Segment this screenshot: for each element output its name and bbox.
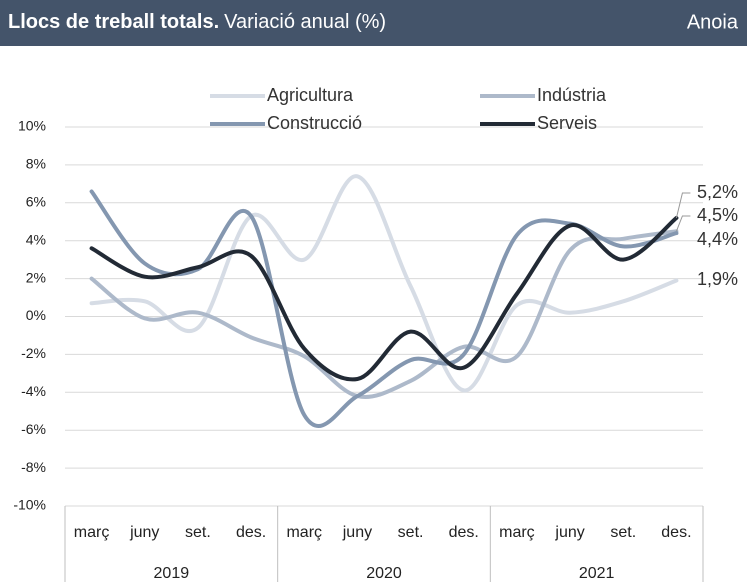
legend-label: Serveis xyxy=(537,113,597,133)
x-tick-label: des. xyxy=(236,524,266,541)
y-tick-label: 8% xyxy=(26,156,46,172)
x-tick-label: juny xyxy=(129,524,159,541)
label-leader xyxy=(675,215,691,232)
y-tick-label: 10% xyxy=(18,118,46,134)
legend-label: Indústria xyxy=(537,85,607,105)
year-label: 2021 xyxy=(579,565,615,582)
x-tick-label: des. xyxy=(661,524,691,541)
x-tick-label: juny xyxy=(342,524,372,541)
year-label: 2019 xyxy=(154,565,190,582)
chart-subtitle: Variació anual (%) xyxy=(224,11,386,33)
y-tick-label: -8% xyxy=(21,459,46,475)
x-tick-label: març xyxy=(74,524,110,541)
y-tick-label: 6% xyxy=(26,194,46,210)
x-tick-label: des. xyxy=(449,524,479,541)
year-label: 2020 xyxy=(366,565,402,582)
x-tick-label: set. xyxy=(185,524,211,541)
y-tick-label: -10% xyxy=(13,497,46,513)
x-tick-label: març xyxy=(286,524,322,541)
series-line xyxy=(89,215,679,382)
data-label: 4,4% xyxy=(697,229,738,249)
series-line xyxy=(89,229,679,399)
label-leader xyxy=(675,192,691,219)
x-tick-label: set. xyxy=(398,524,424,541)
y-tick-label: 0% xyxy=(26,307,46,323)
x-tick-label: set. xyxy=(610,524,636,541)
chart-title: Llocs de treball totals. xyxy=(8,11,219,33)
y-tick-label: -6% xyxy=(21,421,46,437)
data-label: 5,2% xyxy=(697,182,738,202)
legend-label: Construcció xyxy=(267,113,362,133)
legend-label: Agricultura xyxy=(267,85,354,105)
y-tick-label: 2% xyxy=(26,269,46,285)
y-tick-label: -2% xyxy=(21,345,46,361)
y-tick-label: 4% xyxy=(26,231,46,247)
title-line: Llocs de treball totals. Variació anual (… xyxy=(8,11,386,33)
series-line xyxy=(89,174,679,393)
x-tick-label: juny xyxy=(554,524,584,541)
region-label: Anoia xyxy=(687,11,739,33)
data-label: 4,5% xyxy=(697,205,738,225)
y-tick-label: -4% xyxy=(21,383,46,399)
data-label: 1,9% xyxy=(697,269,738,289)
title-bar xyxy=(0,0,747,46)
x-tick-label: març xyxy=(499,524,535,541)
